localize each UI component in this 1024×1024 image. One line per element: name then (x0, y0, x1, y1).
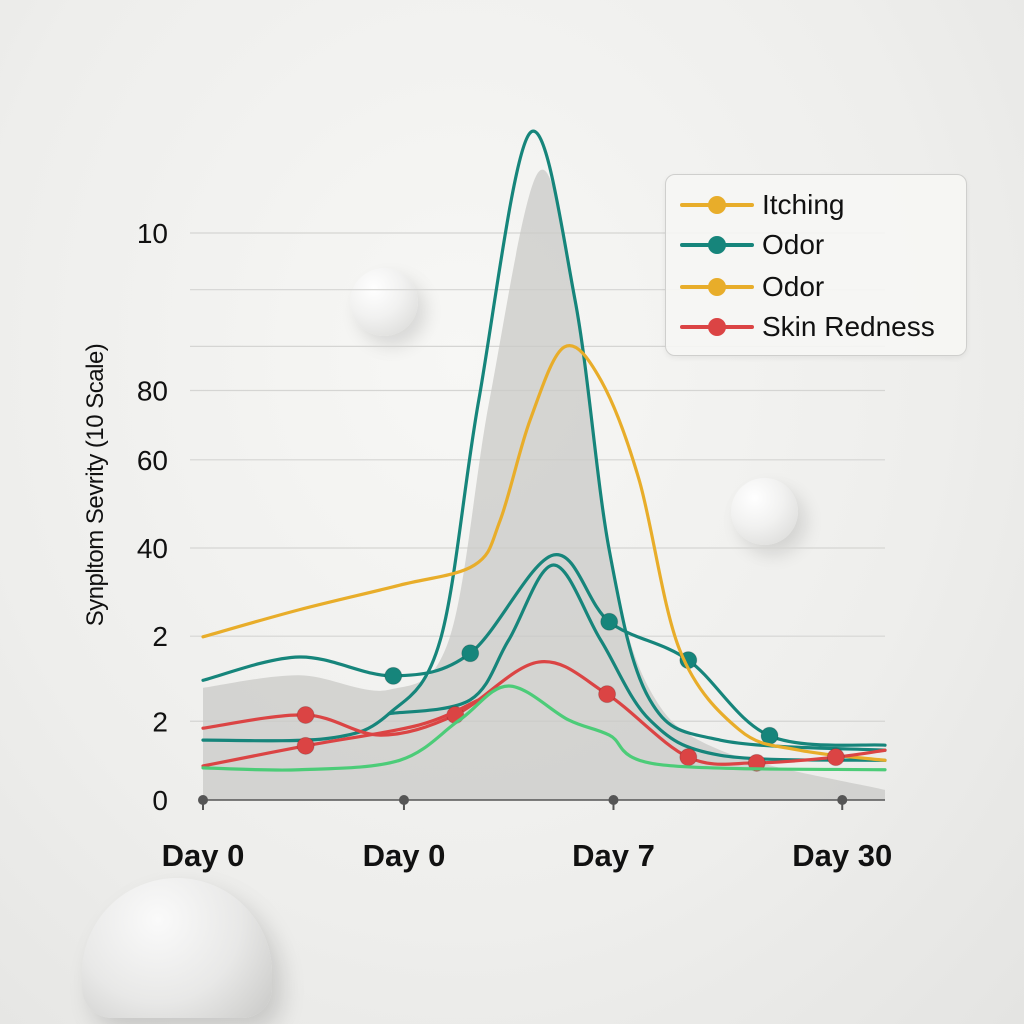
data-point (384, 666, 403, 685)
legend-swatch (680, 236, 754, 254)
series-line (201, 684, 887, 772)
distribution-area (203, 169, 885, 801)
data-point (600, 612, 619, 631)
series-line (201, 344, 887, 762)
y-tick-label: 2 (152, 706, 168, 737)
legend-item-odor-2: Odor (680, 271, 824, 303)
legend-swatch (680, 196, 754, 214)
data-point (296, 736, 315, 755)
legend: Itching Odor Odor Skin Redness (665, 174, 967, 356)
legend-item-itching: Itching (680, 189, 845, 221)
y-tick-label: 40 (137, 533, 168, 564)
legend-label: Odor (762, 271, 825, 302)
y-tick-label: 2 (152, 621, 168, 652)
data-point (679, 748, 698, 767)
x-tick-label: Day 0 (363, 838, 446, 873)
legend-item-skin-redness: Skin Redness (680, 311, 935, 343)
y-tick-label: 80 (137, 376, 168, 407)
series-line (201, 553, 887, 747)
decorative-sphere (350, 268, 418, 336)
decorative-sphere (731, 478, 798, 545)
x-tick-label: Day 30 (792, 838, 892, 873)
data-point (461, 644, 480, 663)
legend-label: Odor (762, 229, 825, 260)
legend-label: Itching (762, 189, 845, 220)
x-tick-label: Day 0 (162, 838, 245, 873)
series-line (201, 660, 887, 766)
data-point (296, 705, 315, 724)
y-tick-label: 60 (137, 445, 168, 476)
x-tick-label: Day 7 (572, 838, 655, 873)
y-tick-label: 10 (137, 218, 168, 249)
legend-swatch (680, 278, 754, 296)
legend-item-odor: Odor (680, 229, 824, 261)
series-line (387, 563, 887, 762)
series-line (201, 698, 481, 768)
legend-label: Skin Redness (762, 311, 935, 342)
y-tick-label: 0 (152, 785, 168, 816)
decorative-dome (82, 878, 272, 1018)
data-point (826, 748, 845, 767)
y-axis-label: Synpltom Sevrity (10 Scale) (82, 343, 109, 627)
legend-swatch (680, 318, 754, 336)
data-point (598, 685, 617, 704)
